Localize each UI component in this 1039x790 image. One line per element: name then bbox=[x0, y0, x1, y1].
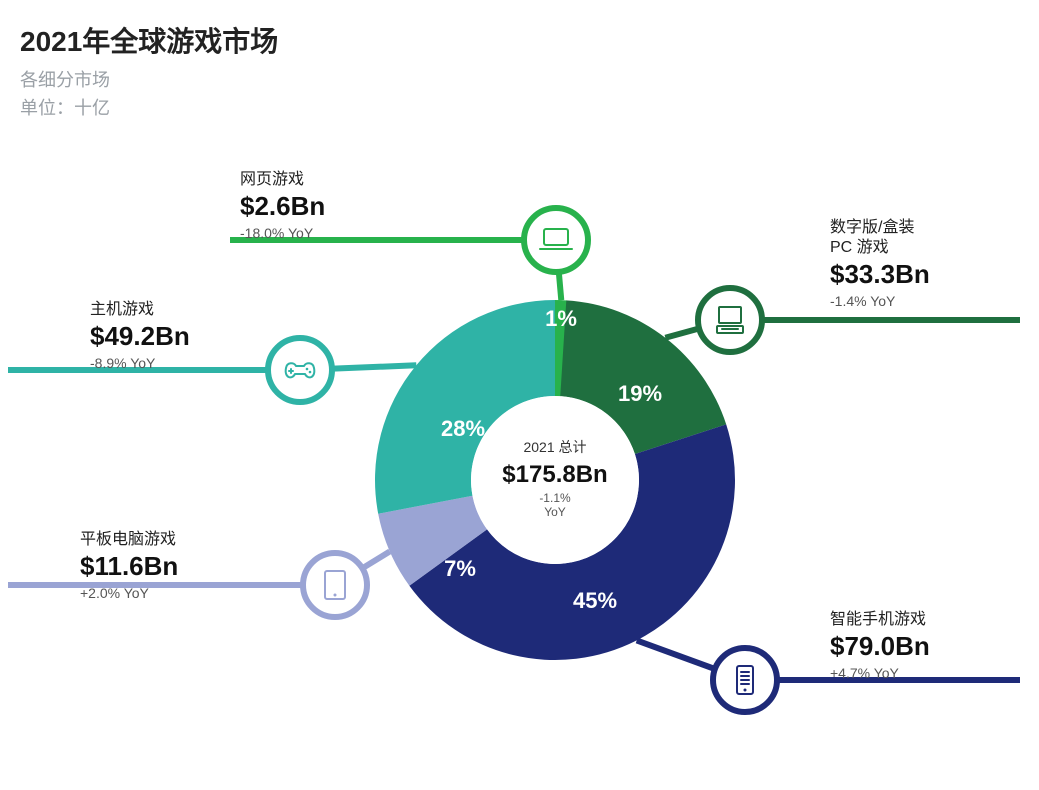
tablet-icon-ring bbox=[303, 553, 367, 617]
segment-label-smartphone: 智能手机游戏$79.0Bn+4.7% YoY bbox=[830, 610, 930, 682]
segment-label-browser: 网页游戏$2.6Bn-18.0% YoY bbox=[240, 170, 325, 242]
segment-pct-pc: 19% bbox=[618, 381, 662, 406]
svg-text:-1.1%: -1.1% bbox=[539, 491, 571, 505]
svg-text:2021 总计: 2021 总计 bbox=[523, 439, 586, 455]
gamepad-icon-ring bbox=[268, 338, 332, 402]
segment-label-console: 主机游戏$49.2Bn-8.9% YoY bbox=[90, 300, 190, 372]
segment-pct-console: 28% bbox=[441, 416, 485, 441]
segment-pct-browser: 1% bbox=[545, 306, 577, 331]
segment-label-pc: 数字版/盒装PC 游戏$33.3Bn-1.4% YoY bbox=[830, 218, 930, 310]
svg-text:$175.8Bn: $175.8Bn bbox=[502, 461, 607, 488]
segment-pct-smartphone: 45% bbox=[573, 588, 617, 613]
segment-label-tablet: 平板电脑游戏$11.6Bn+2.0% YoY bbox=[80, 530, 178, 602]
svg-text:YoY: YoY bbox=[544, 505, 566, 519]
desktop-icon-ring bbox=[698, 288, 762, 352]
laptop-icon-ring bbox=[524, 208, 588, 272]
segment-pct-tablet: 7% bbox=[444, 556, 476, 581]
